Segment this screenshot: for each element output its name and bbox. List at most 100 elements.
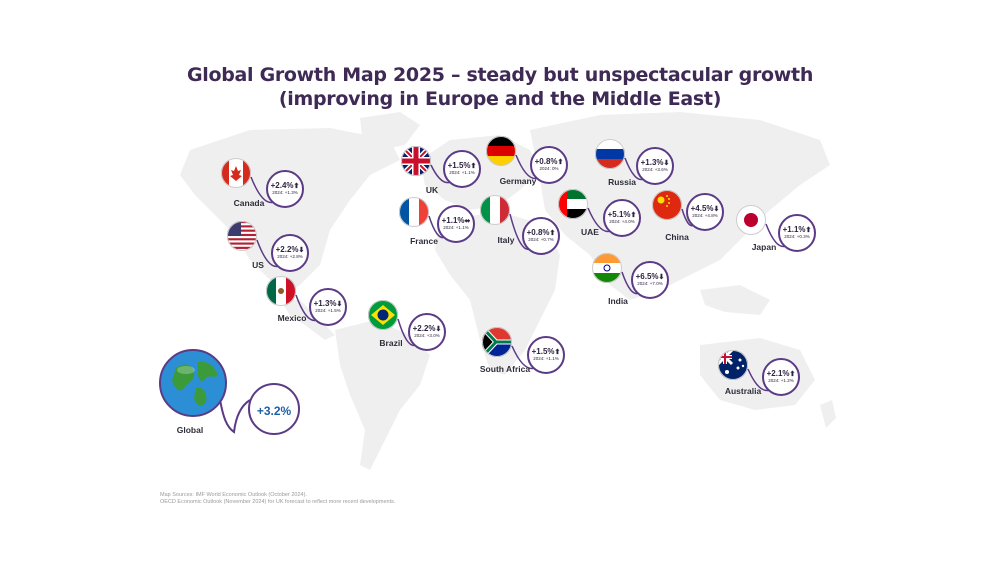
france-flag-icon <box>399 197 429 227</box>
india-label: India <box>608 296 628 306</box>
brazil-trend-icon: ⬇ <box>435 326 442 333</box>
brazil-prev-value: 2024: +3.0% <box>414 333 440 338</box>
us-label: US <box>252 260 264 270</box>
france-growth-bubble: +1.1%⬌ 2024: +1.1% <box>437 205 475 243</box>
italy-growth-bubble: +0.8%⬆ 2024: +0.7% <box>522 217 560 255</box>
india-growth-value: +6.5%⬇ <box>635 272 665 281</box>
south-africa-trend-icon: ⬆ <box>554 349 561 356</box>
italy-prev-value: 2024: +0.7% <box>528 237 554 242</box>
uk-prev-value: 2024: +1.1% <box>449 170 475 175</box>
page-subtitle: (improving in Europe and the Middle East… <box>278 88 722 110</box>
mexico-prev-value: 2024: +1.5% <box>315 308 341 313</box>
japan-prev-value: 2024: +0.3% <box>784 234 810 239</box>
france-label: France <box>410 236 438 246</box>
page-title: Global Growth Map 2025 – steady but unsp… <box>186 64 814 86</box>
uae-trend-icon: ⬆ <box>630 212 637 219</box>
mexico-trend-icon: ⬇ <box>336 301 343 308</box>
us-flag-icon <box>227 221 257 251</box>
germany-label: Germany <box>499 176 537 186</box>
china-prev-value: 2024: +4.8% <box>692 213 718 218</box>
canada-growth-value: +2.4%⬆ <box>270 181 300 190</box>
mexico-growth-value: +1.3%⬇ <box>313 299 343 308</box>
globe-icon <box>159 349 227 417</box>
brazil-label: Brazil <box>379 338 403 348</box>
brazil-flag-icon <box>368 300 398 330</box>
germany-flag-icon <box>486 136 516 166</box>
global-growth-value: +3.2% <box>256 404 292 418</box>
germany-trend-icon: ⬆ <box>557 159 564 166</box>
france-trend-icon: ⬌ <box>464 218 471 225</box>
uk-flag-icon <box>401 146 431 176</box>
india-growth-bubble: +6.5%⬇ 2024: +7.0% <box>631 261 669 299</box>
china-trend-icon: ⬇ <box>713 206 720 213</box>
australia-flag-icon <box>718 350 748 380</box>
australia-growth-value: +2.1%⬆ <box>766 369 796 378</box>
australia-label: Australia <box>724 386 762 396</box>
russia-trend-icon: ⬇ <box>663 160 670 167</box>
russia-flag-icon <box>595 139 625 169</box>
china-growth-bubble: +4.5%⬇ 2024: +4.8% <box>686 193 724 231</box>
canada-label: Canada <box>233 198 265 208</box>
australia-trend-icon: ⬆ <box>789 371 796 378</box>
canada-growth-bubble: +2.4%⬆ 2024: +1.3% <box>266 170 304 208</box>
germany-growth-bubble: +0.8%⬆ 2024: 0% <box>530 146 568 184</box>
france-growth-value: +1.1%⬌ <box>441 216 471 225</box>
italy-growth-value: +0.8%⬆ <box>526 228 556 237</box>
canada-prev-value: 2024: +1.3% <box>272 190 298 195</box>
mexico-label: Mexico <box>277 313 307 323</box>
russia-growth-bubble: +1.3%⬇ 2024: +3.6% <box>636 147 674 185</box>
japan-trend-icon: ⬆ <box>805 227 812 234</box>
france-prev-value: 2024: +1.1% <box>443 225 469 230</box>
uk-label: UK <box>425 185 439 195</box>
south-africa-growth-bubble: +1.5%⬆ 2024: +1.1% <box>527 336 565 374</box>
global-connector <box>217 384 251 434</box>
canada-flag-icon <box>221 158 251 188</box>
russia-prev-value: 2024: +3.6% <box>642 167 668 172</box>
land-southeast-asia <box>700 285 770 315</box>
source-note-1: Map Sources: IMF World Economic Outlook … <box>160 492 307 498</box>
us-growth-bubble: +2.2%⬇ 2024: +2.8% <box>271 234 309 272</box>
land-greenland <box>360 112 420 150</box>
china-growth-value: +4.5%⬇ <box>690 204 720 213</box>
mexico-growth-bubble: +1.3%⬇ 2024: +1.5% <box>309 288 347 326</box>
us-trend-icon: ⬇ <box>298 247 305 254</box>
australia-growth-bubble: +2.1%⬆ 2024: +1.2% <box>762 358 800 396</box>
brazil-growth-value: +2.2%⬇ <box>412 324 442 333</box>
south-africa-label: South Africa <box>479 364 531 374</box>
italy-trend-icon: ⬆ <box>549 230 556 237</box>
us-prev-value: 2024: +2.8% <box>277 254 303 259</box>
global-marker <box>158 348 228 418</box>
land-africa <box>435 212 560 375</box>
global-label: Global <box>176 425 204 435</box>
land-central-america <box>280 300 335 340</box>
uae-growth-value: +5.1%⬆ <box>607 210 637 219</box>
india-prev-value: 2024: +7.0% <box>637 281 663 286</box>
italy-label: Italy <box>497 235 515 245</box>
italy-flag-icon <box>480 195 510 225</box>
russia-label: Russia <box>608 177 636 187</box>
us-growth-value: +2.2%⬇ <box>275 245 305 254</box>
germany-prev-value: 2024: 0% <box>539 166 559 171</box>
japan-label: Japan <box>751 242 777 252</box>
brazil-growth-bubble: +2.2%⬇ 2024: +3.0% <box>408 313 446 351</box>
japan-growth-bubble: +1.1%⬆ 2024: +0.3% <box>778 214 816 252</box>
uae-growth-bubble: +5.1%⬆ 2024: +4.0% <box>603 199 641 237</box>
china-flag-icon <box>652 190 682 220</box>
australia-prev-value: 2024: +1.2% <box>768 378 794 383</box>
land-south-america <box>335 320 430 470</box>
germany-growth-value: +0.8%⬆ <box>534 157 564 166</box>
japan-flag-icon <box>736 205 766 235</box>
japan-growth-value: +1.1%⬆ <box>782 225 812 234</box>
uae-flag-icon <box>558 189 588 219</box>
source-note-2: OECD Economic Outlook (November 2024) fo… <box>160 499 396 505</box>
canada-trend-icon: ⬆ <box>293 183 300 190</box>
land-new-zealand <box>820 400 836 428</box>
mexico-flag-icon <box>266 276 296 306</box>
uae-label: UAE <box>581 227 599 237</box>
land-north-america <box>180 128 400 300</box>
south-africa-prev-value: 2024: +1.1% <box>533 356 559 361</box>
global-growth-bubble: +3.2% <box>248 383 300 435</box>
uk-growth-bubble: +1.5%⬆ 2024: +1.1% <box>443 150 481 188</box>
south-africa-growth-value: +1.5%⬆ <box>531 347 561 356</box>
